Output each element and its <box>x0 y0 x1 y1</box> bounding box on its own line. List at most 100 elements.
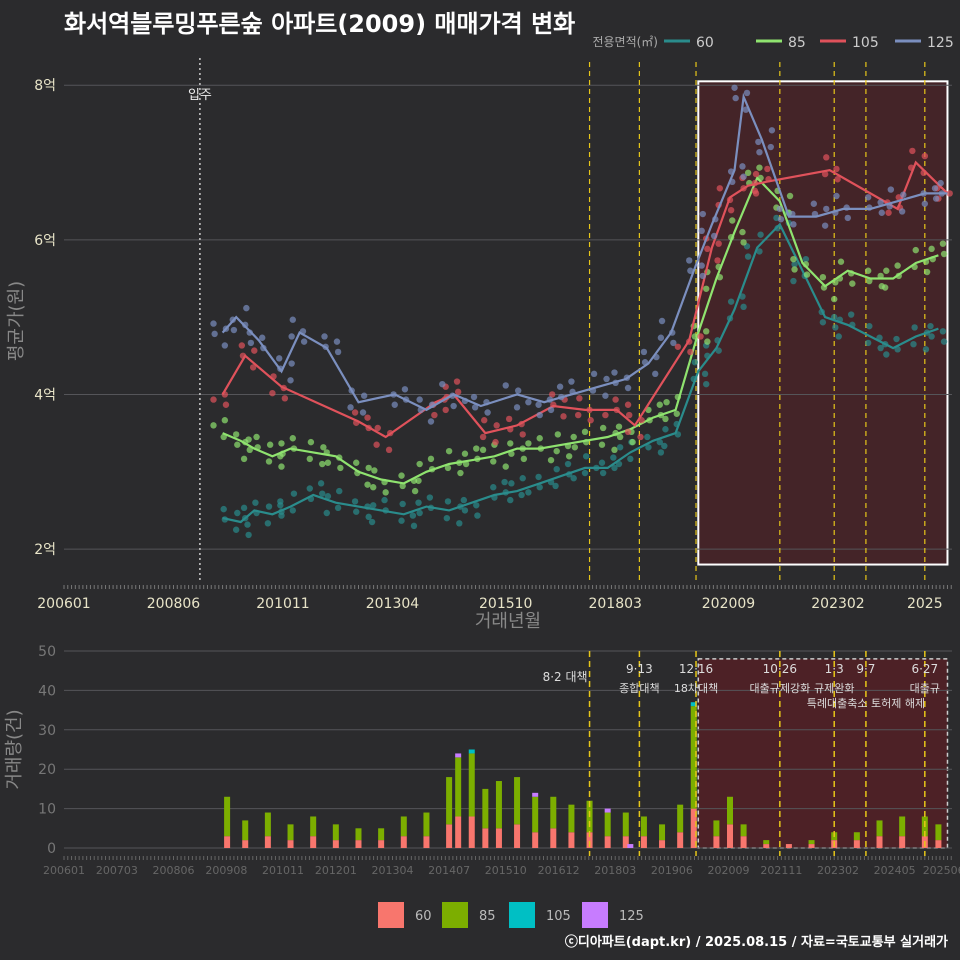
scatter-point <box>946 190 953 197</box>
scatter-point <box>704 245 711 253</box>
scatter-point <box>927 322 934 330</box>
volume-bar <box>264 812 271 837</box>
scatter-point <box>691 359 699 366</box>
scatter-point <box>333 338 341 345</box>
scatter-point <box>323 509 330 517</box>
scatter-point <box>319 490 326 497</box>
scatter-point <box>652 370 659 378</box>
volume-bar <box>740 836 747 848</box>
volume-bar <box>604 808 611 813</box>
scatter-point <box>612 396 619 403</box>
scatter-point <box>844 214 851 222</box>
scatter-point <box>264 520 272 527</box>
scatter-point <box>525 398 532 406</box>
scatter-point <box>602 411 609 419</box>
scatter-point <box>786 192 794 200</box>
scatter-point <box>240 504 248 512</box>
scatter-point <box>479 433 487 441</box>
x-tick-label: 200806 <box>147 596 201 612</box>
scatter-point <box>210 396 217 403</box>
volume-x-tick-label: 201906 <box>651 864 693 877</box>
policy-label: 10·26 <box>763 662 797 676</box>
scatter-point <box>479 446 487 454</box>
scatter-point <box>698 262 705 269</box>
scatter-point <box>657 449 665 456</box>
scatter-point <box>246 446 253 454</box>
scatter-point <box>484 409 491 416</box>
volume-bar <box>713 820 720 837</box>
volume-legend-label: 85 <box>479 909 496 924</box>
scatter-point <box>244 521 251 528</box>
scatter-point <box>519 431 526 438</box>
volume-x-tick-label: 201201 <box>315 864 357 877</box>
scatter-point <box>931 185 939 192</box>
scatter-point <box>921 152 929 160</box>
scatter-point <box>324 459 332 466</box>
scatter-point <box>337 464 344 472</box>
scatter-point <box>767 143 774 151</box>
scatter-point <box>715 240 722 247</box>
series-line-105 <box>221 160 949 439</box>
volume-bar <box>568 804 575 833</box>
scatter-point <box>662 426 669 433</box>
scatter-point <box>663 398 670 406</box>
scatter-point <box>624 428 632 436</box>
scatter-point <box>581 428 589 436</box>
policy-label: 9·7 <box>856 662 875 676</box>
volume-y-tick-label: 50 <box>38 644 56 660</box>
scatter-point <box>371 467 378 474</box>
legend-label: 60 <box>696 35 714 51</box>
scatter-point <box>755 138 762 146</box>
scatter-point <box>756 164 763 171</box>
scatter-point <box>287 377 294 384</box>
scatter-point <box>611 464 618 472</box>
scatter-point <box>576 395 583 402</box>
scatter-point <box>347 404 354 411</box>
volume-bar <box>264 836 271 848</box>
scatter-point <box>611 446 618 454</box>
scatter-point <box>471 404 479 411</box>
volume-bar <box>495 781 502 829</box>
scatter-point <box>288 333 295 340</box>
scatter-point <box>450 402 457 410</box>
scatter-point <box>382 489 389 496</box>
volume-bar <box>355 840 362 848</box>
scatter-point <box>439 380 446 388</box>
volume-legend-swatch <box>582 902 608 928</box>
scatter-point <box>431 411 438 419</box>
scatter-point <box>757 231 764 238</box>
scatter-point <box>837 258 845 265</box>
x-tick-label: 201803 <box>588 596 641 612</box>
scatter-point <box>398 472 405 479</box>
volume-y-tick-label: 40 <box>38 683 56 699</box>
volume-x-tick-label: 201407 <box>428 864 470 877</box>
scatter-point <box>893 335 900 343</box>
scatter-point <box>456 520 463 527</box>
scatter-point <box>790 221 797 228</box>
x-tick-label: 202009 <box>702 596 755 612</box>
scatter-point <box>249 364 257 371</box>
volume-bar <box>604 812 611 837</box>
scatter-point <box>565 453 573 460</box>
scatter-point <box>351 498 359 505</box>
scatter-point <box>898 208 906 215</box>
volume-bar <box>287 824 294 841</box>
scatter-point <box>281 395 289 402</box>
volume-x-tick-label: 200806 <box>152 864 194 877</box>
scatter-point <box>334 348 342 356</box>
scatter-point <box>536 435 543 442</box>
scatter-point <box>598 441 606 448</box>
scatter-point <box>490 458 497 465</box>
legend-title: 전용면적(㎡) <box>592 35 658 49</box>
volume-bar <box>763 844 770 848</box>
volume-bar <box>763 840 770 845</box>
scatter-point <box>552 482 559 490</box>
scatter-point <box>939 240 947 247</box>
scatter-point <box>911 324 918 331</box>
scatter-point <box>513 404 521 411</box>
scatter-point <box>831 295 838 303</box>
volume-y-tick-label: 0 <box>47 841 56 857</box>
scatter-point <box>637 433 644 441</box>
scatter-point <box>474 512 481 519</box>
volume-bar <box>455 757 462 817</box>
